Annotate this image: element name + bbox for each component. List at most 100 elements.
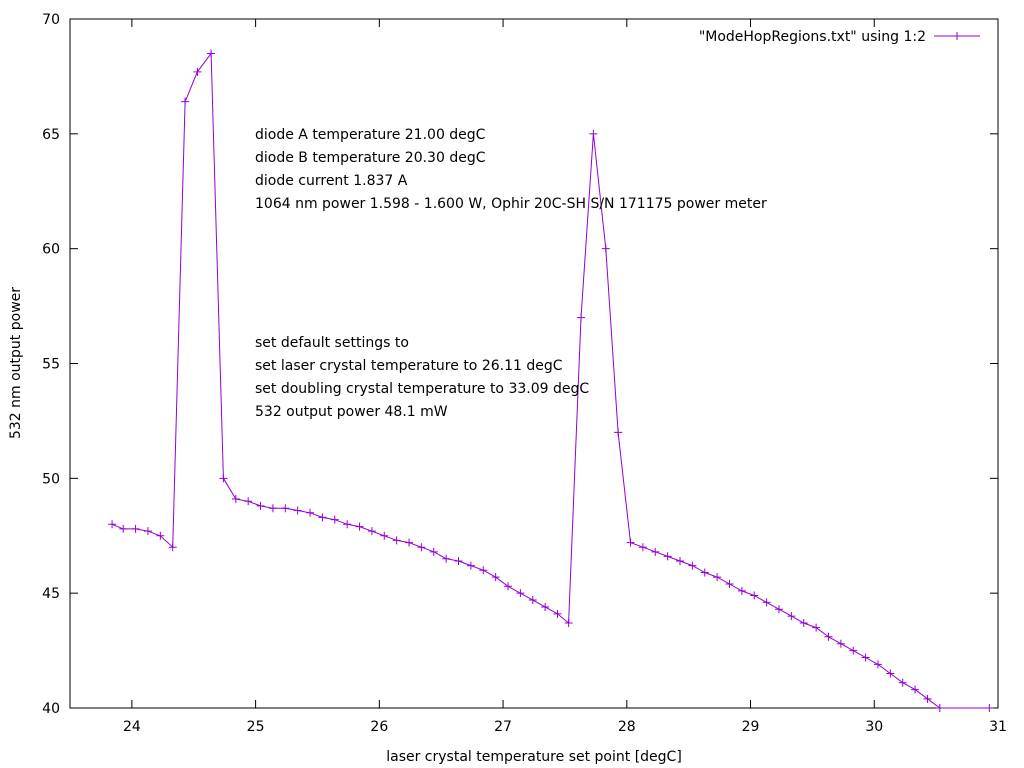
data-point	[886, 669, 895, 678]
data-point	[861, 653, 870, 662]
annotation-line: 532 output power 48.1 mW	[255, 404, 448, 420]
annotation-line: diode A temperature 21.00 degC	[255, 127, 486, 143]
x-tick-label: 31	[989, 719, 1007, 735]
y-tick-label: 60	[42, 242, 60, 258]
data-point	[528, 596, 537, 605]
annotation-line: 1064 nm power 1.598 - 1.600 W, Ophir 20C…	[255, 196, 767, 212]
data-point	[405, 538, 414, 547]
data-point	[355, 522, 364, 531]
annotation-line-highlighted: set default settings to	[255, 335, 409, 351]
data-point	[454, 557, 463, 566]
data-point	[541, 602, 550, 611]
data-point	[143, 527, 152, 536]
data-point	[108, 520, 117, 529]
data-point	[231, 495, 240, 504]
data-point	[577, 313, 586, 322]
x-tick-label: 24	[123, 719, 141, 735]
data-point	[787, 612, 796, 621]
data-point	[553, 609, 562, 618]
data-point	[737, 586, 746, 595]
data-point	[367, 527, 376, 536]
y-tick-label: 40	[42, 701, 60, 717]
data-point	[417, 543, 426, 552]
data-point	[651, 547, 660, 556]
data-point	[244, 497, 253, 506]
data-point	[812, 623, 821, 632]
data-point	[181, 97, 190, 106]
data-point	[491, 573, 500, 582]
annotation-block-2: set default settings to set laser crysta…	[255, 335, 589, 420]
ticks-layer: 24 25 26 27 28 29 30 31 40 45 50 55 60 65 70	[42, 12, 1007, 735]
legend-marker	[953, 32, 961, 40]
y-tick-label: 70	[42, 12, 60, 28]
data-point	[168, 543, 177, 552]
annotation-line: diode B temperature 20.30 degC	[255, 150, 486, 166]
data-point	[119, 524, 128, 533]
x-tick-label: 29	[742, 719, 760, 735]
data-point	[504, 582, 513, 591]
data-point	[849, 646, 858, 655]
annotation-line: set laser crystal temperature to 26.11 d…	[255, 358, 563, 374]
data-point	[898, 678, 907, 687]
data-point	[589, 129, 598, 138]
x-tick-label: 27	[494, 719, 512, 735]
data-point	[700, 568, 709, 577]
data-point	[131, 524, 140, 533]
x-tick-label: 28	[618, 719, 636, 735]
legend-label: "ModeHopRegions.txt" using 1:2	[699, 29, 926, 45]
data-point	[762, 598, 771, 607]
data-point	[824, 632, 833, 641]
data-point	[156, 531, 165, 540]
annotation-line: diode current 1.837 A	[255, 173, 408, 189]
data-point	[219, 474, 228, 483]
data-point	[750, 591, 759, 600]
data-point	[923, 694, 932, 703]
data-point	[281, 504, 290, 513]
data-point	[713, 573, 722, 582]
data-point	[601, 244, 610, 253]
data-point	[268, 504, 277, 513]
data-point	[343, 520, 352, 529]
data-point	[799, 619, 808, 628]
data-point	[873, 660, 882, 669]
data-point	[614, 428, 623, 437]
x-tick-label: 25	[247, 719, 265, 735]
data-point	[564, 619, 573, 628]
annotation-block-1: diode A temperature 21.00 degC diode B t…	[255, 127, 767, 212]
data-point	[663, 552, 672, 561]
data-point	[836, 639, 845, 648]
data-point	[911, 685, 920, 694]
data-point	[688, 561, 697, 570]
data-point	[293, 506, 302, 515]
y-axis-title: 532 nm output power	[8, 287, 24, 439]
data-point	[479, 566, 488, 575]
data-point	[429, 547, 438, 556]
data-point	[442, 554, 451, 563]
data-point	[676, 557, 685, 566]
data-point	[256, 501, 265, 510]
legend: "ModeHopRegions.txt" using 1:2	[699, 29, 980, 45]
data-point	[774, 605, 783, 614]
data-point	[306, 508, 315, 517]
x-tick-label: 30	[865, 719, 883, 735]
y-tick-label: 55	[42, 357, 60, 373]
data-point	[466, 561, 475, 570]
data-point	[207, 49, 216, 58]
data-point	[193, 67, 202, 76]
data-point	[516, 589, 525, 598]
data-point	[638, 543, 647, 552]
x-axis-title: laser crystal temperature set point [deg…	[386, 749, 682, 765]
data-point	[330, 515, 339, 524]
y-tick-label: 45	[42, 586, 60, 602]
data-point	[318, 513, 327, 522]
data-point	[985, 704, 994, 712]
series-layer	[108, 49, 994, 712]
y-tick-label: 50	[42, 471, 60, 487]
data-point	[725, 579, 734, 588]
data-point	[935, 704, 944, 712]
y-tick-label: 65	[42, 127, 60, 143]
data-point	[380, 531, 389, 540]
data-point	[626, 538, 635, 547]
x-tick-label: 26	[370, 719, 388, 735]
